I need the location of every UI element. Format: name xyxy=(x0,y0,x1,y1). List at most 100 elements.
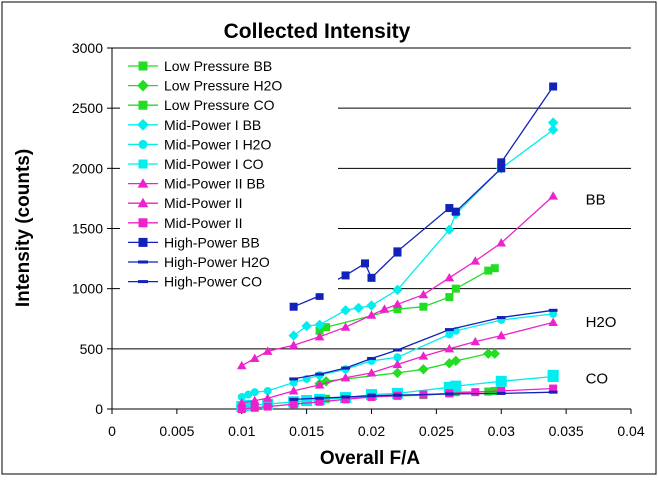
data-point xyxy=(444,328,454,332)
legend-label: Mid-Power II xyxy=(164,195,243,211)
data-point xyxy=(379,304,390,313)
data-point xyxy=(366,310,377,319)
data-point xyxy=(470,336,481,346)
data-point xyxy=(496,330,507,340)
data-point xyxy=(262,346,273,355)
data-point xyxy=(250,403,259,412)
data-point xyxy=(289,397,299,401)
data-point xyxy=(496,316,506,320)
data-point xyxy=(244,390,253,399)
data-point xyxy=(263,386,272,395)
data-point xyxy=(314,319,325,330)
y-tick-label: 2500 xyxy=(72,100,103,116)
legend-label: Mid-Power I CO xyxy=(164,156,264,172)
series-0 xyxy=(315,264,499,335)
x-tick-label: 0.015 xyxy=(289,423,324,439)
y-tick-label: 500 xyxy=(80,341,104,357)
data-point xyxy=(496,238,507,247)
series-line xyxy=(319,267,496,332)
data-point xyxy=(549,384,558,393)
data-point xyxy=(444,392,454,396)
data-point xyxy=(366,300,377,311)
legend-marker xyxy=(138,100,148,110)
legend-label: Mid-Power II BB xyxy=(164,176,265,192)
data-point xyxy=(289,400,298,409)
data-point xyxy=(315,326,324,335)
data-point xyxy=(445,204,454,213)
x-tick-label: 0 xyxy=(108,423,116,439)
data-point xyxy=(418,289,429,299)
data-point xyxy=(314,332,325,341)
data-point xyxy=(497,164,506,173)
data-point xyxy=(549,309,558,318)
legend-entry: Low Pressure BB xyxy=(128,58,272,74)
data-point xyxy=(497,158,506,167)
data-point xyxy=(444,344,455,353)
series-6 xyxy=(236,191,558,370)
data-point xyxy=(489,348,500,359)
data-point xyxy=(262,393,273,402)
data-point xyxy=(289,302,298,311)
data-point xyxy=(495,375,507,387)
data-point xyxy=(548,191,558,200)
legend-entry: Mid-Power II xyxy=(128,215,243,231)
y-tick-label: 3000 xyxy=(72,40,103,56)
x-tick-label: 0.025 xyxy=(419,423,454,439)
data-point xyxy=(288,340,299,349)
legend-entry: Mid-Power I BB xyxy=(128,117,261,133)
data-point xyxy=(361,259,370,268)
y-axis-label: Intensity (counts) xyxy=(13,149,34,307)
data-point xyxy=(242,399,254,411)
data-point xyxy=(451,388,460,397)
legend-label: Low Pressure H2O xyxy=(164,78,282,94)
legend-label: High-Power CO xyxy=(164,274,262,290)
legend-background xyxy=(120,54,338,294)
legend-entry: Mid-Power II BB xyxy=(128,176,265,192)
data-point xyxy=(315,396,324,400)
legend-entry: Mid-Power I H2O xyxy=(128,136,271,152)
data-point xyxy=(547,124,559,136)
y-tick-label: 2000 xyxy=(72,160,103,176)
legend-marker xyxy=(138,61,148,71)
chart-title: Collected Intensity xyxy=(224,20,411,43)
data-point xyxy=(322,323,331,332)
data-point xyxy=(367,394,376,398)
legend: Low Pressure BB Low Pressure H2O Low Press… xyxy=(120,54,338,294)
data-point xyxy=(451,207,460,216)
annotations: BB H2O CO xyxy=(586,191,617,387)
legend-label: Mid-Power I BB xyxy=(164,117,261,133)
data-point xyxy=(451,284,460,293)
data-point xyxy=(263,402,272,411)
series-11 xyxy=(289,390,558,401)
data-point xyxy=(301,320,312,332)
series-10 xyxy=(289,308,558,381)
data-point xyxy=(341,366,350,370)
data-point xyxy=(445,330,454,339)
legend-label: Mid-Power I H2O xyxy=(164,136,271,152)
data-point xyxy=(340,372,351,382)
data-point xyxy=(250,388,259,397)
data-point xyxy=(315,291,324,300)
data-point xyxy=(471,388,480,397)
data-point xyxy=(392,299,403,308)
data-point xyxy=(367,356,376,360)
data-point xyxy=(315,372,324,376)
data-point xyxy=(418,364,429,375)
data-point xyxy=(547,369,559,381)
data-point xyxy=(483,348,494,359)
data-point xyxy=(497,386,506,395)
data-point xyxy=(315,397,324,406)
data-point xyxy=(289,377,299,381)
annotation-label: CO xyxy=(586,371,609,388)
data-series xyxy=(236,82,559,413)
data-point xyxy=(418,351,429,360)
legend-entry: Low Pressure CO xyxy=(128,97,275,113)
legend-marker xyxy=(137,79,149,92)
data-point xyxy=(353,302,364,314)
data-point xyxy=(392,284,403,296)
data-point xyxy=(444,224,455,235)
data-point xyxy=(249,395,260,405)
legend-entry: Mid-Power I CO xyxy=(128,156,264,172)
data-point xyxy=(366,368,377,377)
legend-entry: High-Power CO xyxy=(128,274,262,290)
